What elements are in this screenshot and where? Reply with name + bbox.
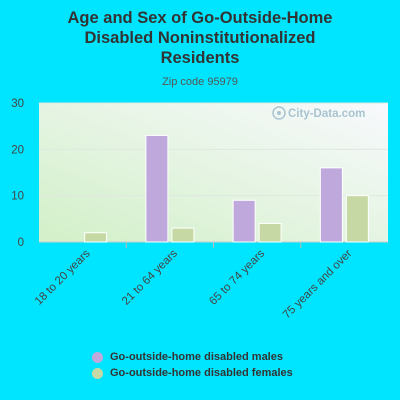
chart-title: Age and Sex of Go-Outside-Home Disabled … — [0, 8, 400, 68]
x-tick-label: 18 to 20 years — [33, 247, 93, 307]
watermark-icon-dot — [277, 111, 281, 115]
legend-label-males: Go-outside-home disabled males — [110, 351, 283, 363]
legend-item-males: Go-outside-home disabled males — [92, 349, 293, 365]
bar — [258, 222, 282, 243]
bar — [171, 227, 195, 243]
watermark-text: City-Data.com — [288, 108, 365, 120]
x-tick-label: 21 to 64 years — [120, 247, 180, 307]
y-tick-label: 0 — [18, 237, 24, 249]
y-tick-label: 20 — [11, 144, 24, 156]
x-tick-label: 75 years and over — [281, 248, 355, 322]
legend-swatch-males — [92, 351, 103, 363]
watermark-icon — [272, 106, 286, 120]
y-tick-label: 30 — [11, 98, 24, 110]
y-tick-label: 10 — [11, 191, 24, 203]
bar — [232, 199, 256, 243]
bar — [84, 232, 108, 243]
x-tick-label: 65 to 74 years — [207, 247, 267, 307]
legend-swatch-females — [92, 367, 103, 379]
chart-subtitle: Zip code 95979 — [162, 76, 238, 88]
bar — [145, 134, 169, 243]
title-line-3: Residents — [160, 49, 240, 67]
bar — [319, 167, 343, 243]
bar — [345, 195, 369, 243]
legend: Go-outside-home disabled males Go-outsid… — [92, 349, 293, 381]
legend-item-females: Go-outside-home disabled females — [92, 365, 293, 381]
legend-label-females: Go-outside-home disabled females — [110, 367, 293, 379]
title-line-1: Age and Sex of Go-Outside-Home — [67, 9, 333, 27]
watermark: City-Data.com — [272, 106, 365, 120]
title-line-2: Disabled Noninstitutionalized — [84, 29, 316, 47]
